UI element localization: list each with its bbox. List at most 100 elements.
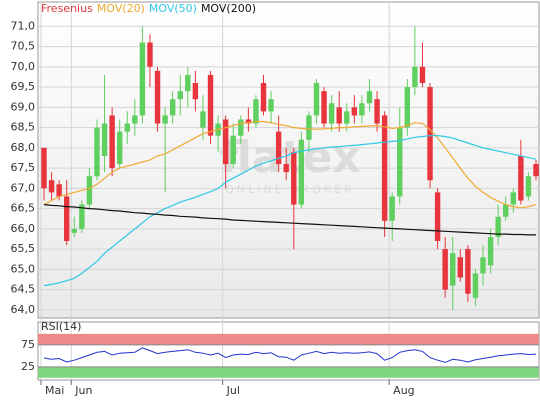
candle-body <box>487 236 494 266</box>
candle-body <box>381 115 388 221</box>
candle-body <box>404 87 411 128</box>
candle-body <box>344 111 350 124</box>
candle-body <box>480 257 486 274</box>
legend-entry: MOV(200) <box>201 2 256 15</box>
y-tick-label: 66,5 <box>11 202 36 215</box>
candle-body <box>48 180 55 193</box>
y-tick-label: 70,5 <box>11 40 36 53</box>
candle-body <box>71 228 77 233</box>
candle-body <box>450 253 456 286</box>
candle-body <box>275 131 282 165</box>
candle-body <box>306 115 312 140</box>
candle-body <box>472 273 479 298</box>
y-tick-label: 65,0 <box>11 262 36 275</box>
x-tick-label: Aug <box>393 384 414 397</box>
y-tick-label: 25 <box>21 360 35 373</box>
candle-body <box>132 115 138 124</box>
candle-body <box>207 74 214 136</box>
candle-body <box>518 155 524 201</box>
y-tick-label: 64,5 <box>11 283 36 296</box>
candle-body <box>495 216 501 237</box>
y-tick-label: 65,5 <box>11 242 36 255</box>
candle-body <box>124 123 130 132</box>
legend-entry: MOV(50) <box>149 2 197 15</box>
ma-line <box>43 135 537 287</box>
rsi-line <box>43 347 537 363</box>
x-tick-label: Jul <box>226 384 240 397</box>
candle-body <box>321 91 327 124</box>
candle-body <box>525 176 532 197</box>
candle-body <box>389 196 395 221</box>
candle-body <box>434 192 441 242</box>
candle-body <box>427 87 433 181</box>
candle-body <box>56 184 62 197</box>
candle-body <box>457 257 464 278</box>
rsi-title: RSI(14) <box>41 320 81 333</box>
candle-body <box>169 99 176 116</box>
legend-entry: Fresenius <box>41 2 93 15</box>
ma-line <box>43 204 536 236</box>
candle-body <box>101 123 108 156</box>
candle-body <box>185 74 191 92</box>
candle-body <box>177 91 183 100</box>
y-tick-label: 64,0 <box>11 303 36 316</box>
ma-line <box>43 120 537 209</box>
candle-body <box>503 204 509 217</box>
x-tick-label: Mai <box>45 384 64 397</box>
candle-body <box>366 91 373 104</box>
x-tick-label: Jun <box>74 384 92 397</box>
y-tick-label: 69,5 <box>11 80 36 93</box>
candle-body <box>94 127 100 177</box>
y-tick-label: 66,0 <box>11 222 36 235</box>
y-tick-label: 67,0 <box>11 181 36 194</box>
candle-body <box>154 70 161 124</box>
candle-body <box>222 119 229 165</box>
candle-body <box>253 99 259 124</box>
candle-body <box>86 176 93 205</box>
candle-body <box>200 111 206 128</box>
candle-body <box>298 139 305 205</box>
watermark-sub: ONLINE BROKER <box>225 183 355 196</box>
y-tick-label: 70,0 <box>11 60 36 73</box>
candle-body <box>109 115 115 169</box>
candle-body <box>328 103 335 124</box>
candle-body <box>139 42 146 116</box>
legend-entry: MOV(20) <box>97 2 145 15</box>
candle-body <box>192 83 199 100</box>
candle-body <box>116 131 123 165</box>
candle-body <box>79 204 85 229</box>
y-tick-label: 69,0 <box>11 100 36 113</box>
rsi-band <box>38 366 539 378</box>
y-tick-label: 75 <box>21 338 35 351</box>
candle-body <box>336 107 342 124</box>
candle-body <box>162 115 168 124</box>
candle-body <box>245 119 252 124</box>
y-tick-label: 68,5 <box>11 121 36 134</box>
candle-body <box>419 66 426 84</box>
candle-body <box>238 119 244 136</box>
y-tick-label: 71,0 <box>11 19 36 32</box>
candle-body <box>291 151 297 205</box>
candle-body <box>283 164 289 173</box>
watermark: flatex <box>219 132 361 183</box>
candle-body <box>465 249 471 294</box>
candle-body <box>260 83 267 112</box>
candle-body <box>397 127 403 197</box>
y-tick-label: 68,0 <box>11 141 36 154</box>
candle-body <box>351 107 358 116</box>
candle-body <box>412 66 418 88</box>
candle-body <box>147 42 153 67</box>
candle-body <box>230 135 236 165</box>
candle-body <box>313 83 320 116</box>
candle-body <box>268 99 274 112</box>
candle-body <box>64 196 70 242</box>
candle-body <box>510 192 516 205</box>
rsi-band <box>38 333 539 345</box>
candle-body <box>41 147 47 189</box>
candle-body <box>533 164 539 177</box>
candle-body <box>374 99 380 124</box>
candle-body <box>359 103 365 116</box>
candle-body <box>442 249 448 290</box>
